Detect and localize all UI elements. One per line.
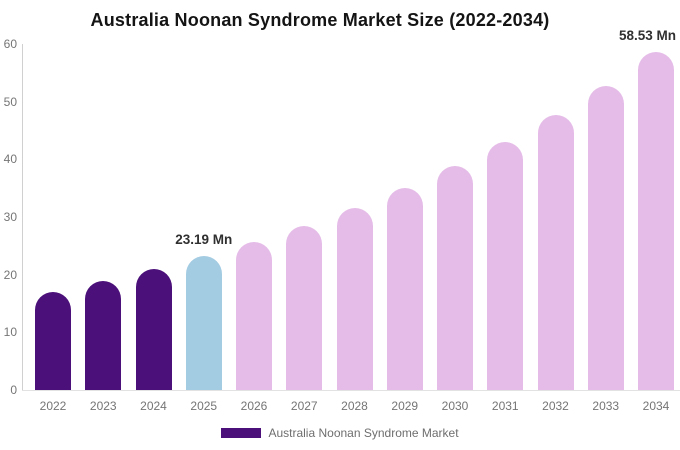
x-tick-label-2027: 2027 [290,399,318,413]
x-tick-label-2028: 2028 [341,399,368,413]
y-tick-label-60: 60 [3,37,17,51]
x-axis-line [22,390,680,391]
bar-2032[interactable] [537,114,574,390]
y-tick-label-30: 30 [3,210,17,224]
bar-2033[interactable] [587,85,624,390]
legend-swatch [221,428,262,438]
x-tick-label-2031: 2031 [491,399,519,413]
y-tick-label-10: 10 [3,325,17,340]
x-tick-label-2023: 2023 [89,399,117,413]
x-tick-label-2034: 2034 [642,399,670,413]
legend-label: Australia Noonan Syndrome Market [268,426,459,440]
bar-2023[interactable] [85,281,122,390]
bar-2025[interactable] [185,256,222,390]
bar-2029[interactable] [386,188,423,390]
bar-2022[interactable] [35,291,71,390]
x-tick-label-2032: 2032 [542,399,569,413]
bar-2024[interactable] [135,269,172,390]
data-label-2025: 23.19 Mn [175,232,233,248]
y-tick-label-50: 50 [3,94,17,109]
y-tick-label-20: 20 [3,267,17,282]
y-axis-line [22,44,23,390]
data-label-2034: 58.53 Mn [618,28,676,44]
x-tick-label-2026: 2026 [240,399,268,413]
bar-2026[interactable] [236,241,272,390]
x-tick-label-2024: 2024 [140,399,167,413]
bar-2034[interactable] [638,52,674,390]
bar-2028[interactable] [336,207,373,390]
bar-2027[interactable] [286,225,323,390]
x-tick-label-2022: 2022 [39,399,67,413]
y-tick-label-40: 40 [3,152,17,167]
x-tick-label-2030: 2030 [441,399,469,413]
x-tick-label-2025: 2025 [190,399,218,413]
y-tick-label-0: 0 [10,383,17,397]
bar-2031[interactable] [487,142,524,390]
x-tick-label-2033: 2033 [592,399,620,413]
bar-2030[interactable] [437,166,473,390]
chart-title: Australia Noonan Syndrome Market Size (2… [90,10,550,30]
x-tick-label-2029: 2029 [391,399,419,413]
legend[interactable]: Australia Noonan Syndrome Market [0,426,680,440]
